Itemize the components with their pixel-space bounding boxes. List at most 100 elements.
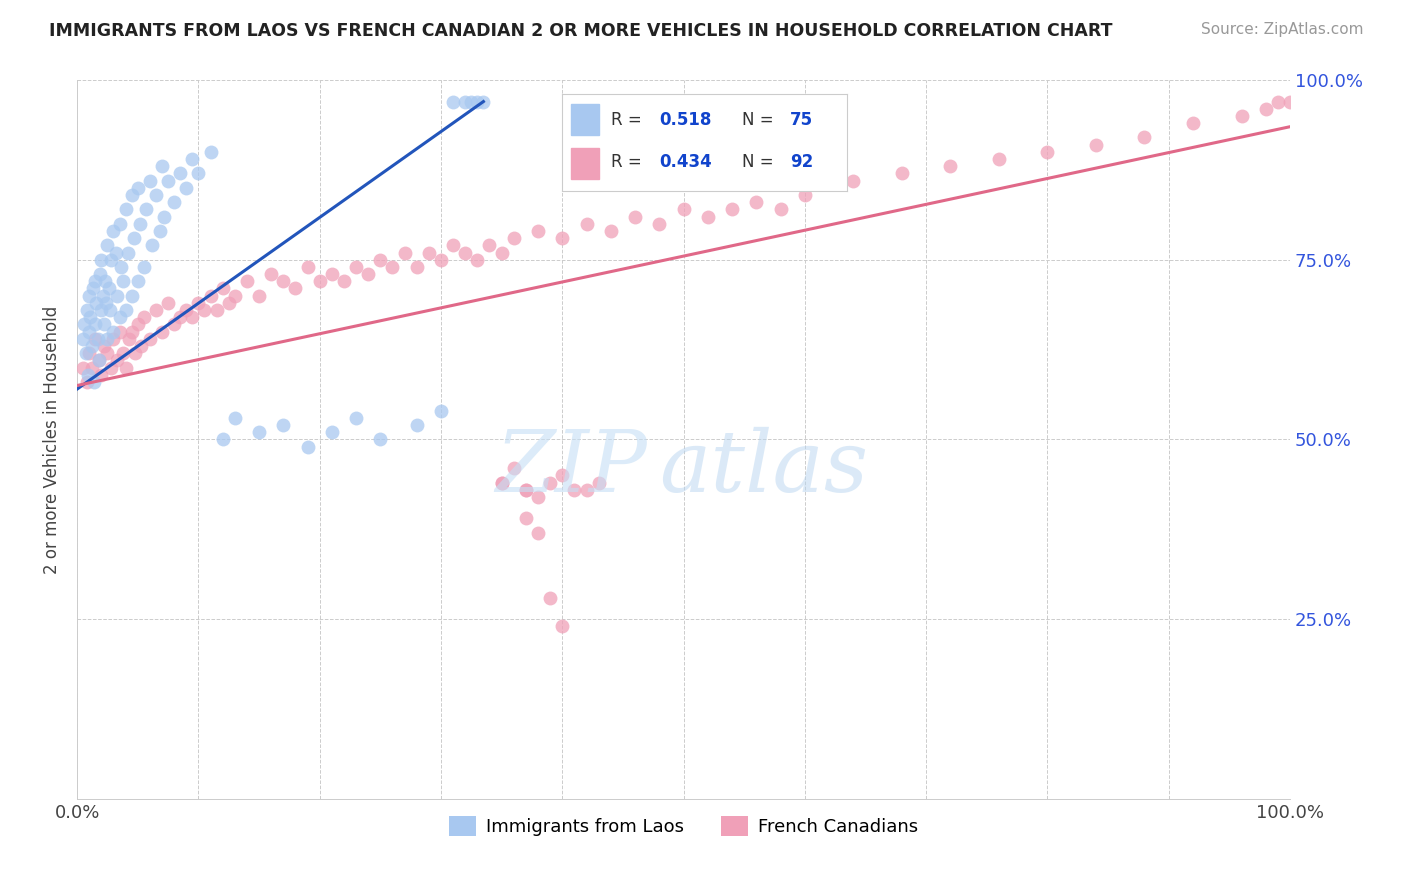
Point (193, 303, 215, 318)
Point (472, 95, 495, 109)
Point (205, 303, 228, 318)
Point (1181, 116, 1204, 130)
Point (467, 252, 489, 267)
Point (93, 339, 115, 353)
Point (381, 260, 404, 274)
Point (121, 188, 143, 202)
Point (321, 425, 343, 440)
Point (696, 210, 718, 224)
Point (127, 318, 149, 332)
Point (148, 224, 170, 238)
Point (564, 483, 586, 497)
Point (96, 295, 118, 310)
Point (588, 475, 610, 490)
Point (114, 202, 136, 217)
Point (132, 260, 155, 274)
Point (939, 159, 962, 173)
Point (90, 368, 112, 382)
Point (98, 303, 121, 318)
Point (842, 173, 865, 187)
Point (127, 181, 149, 195)
Point (150, 159, 173, 173)
Point (86, 295, 108, 310)
Point (118, 332, 141, 346)
Point (551, 619, 574, 633)
Point (218, 295, 240, 310)
Point (648, 217, 671, 231)
Point (72, 332, 94, 346)
Point (105, 288, 128, 302)
Point (141, 238, 163, 252)
Point (441, 238, 464, 252)
Point (538, 475, 561, 490)
Point (247, 288, 270, 302)
Text: ZIP: ZIP (495, 427, 647, 509)
Point (515, 483, 537, 497)
Point (87, 353, 110, 368)
Point (575, 217, 598, 231)
Point (112, 346, 135, 360)
Point (211, 281, 233, 295)
Point (139, 173, 162, 187)
Point (163, 318, 186, 332)
Point (344, 410, 367, 425)
Point (157, 173, 180, 187)
Point (121, 325, 143, 339)
Point (117, 245, 139, 260)
Point (551, 468, 574, 483)
Point (370, 433, 392, 447)
Point (430, 403, 453, 417)
Point (110, 260, 132, 274)
Point (139, 332, 162, 346)
Point (87, 353, 110, 368)
Point (174, 303, 197, 318)
Point (745, 195, 768, 210)
Point (527, 525, 550, 540)
Point (599, 224, 621, 238)
Point (793, 188, 815, 202)
Point (76, 375, 98, 389)
Point (105, 353, 128, 368)
Point (75, 346, 97, 360)
Point (132, 310, 155, 325)
Point (721, 202, 744, 217)
Point (127, 274, 149, 288)
Point (297, 440, 319, 454)
Point (169, 166, 191, 180)
Point (624, 210, 647, 224)
Point (187, 166, 209, 180)
Point (478, 238, 501, 252)
Point (551, 231, 574, 245)
Point (236, 274, 259, 288)
Point (224, 410, 246, 425)
Point (84, 318, 107, 332)
Point (114, 360, 136, 375)
Point (515, 511, 537, 525)
Point (97, 281, 120, 295)
Point (96, 346, 118, 360)
Point (527, 490, 550, 504)
Point (344, 260, 367, 274)
Point (181, 310, 204, 325)
Point (104, 245, 127, 260)
Point (502, 231, 524, 245)
Point (247, 425, 270, 440)
Point (122, 231, 145, 245)
Point (129, 217, 152, 231)
Point (430, 252, 453, 267)
Point (405, 260, 427, 274)
Point (1254, 102, 1277, 116)
Point (672, 202, 695, 217)
Point (80, 339, 103, 353)
Point (200, 288, 222, 302)
Point (96, 332, 118, 346)
Point (181, 152, 204, 166)
Point (890, 166, 912, 180)
Point (90, 303, 112, 318)
Point (150, 325, 173, 339)
Point (260, 267, 283, 281)
Point (77, 325, 100, 339)
Point (491, 245, 513, 260)
Point (145, 188, 167, 202)
Point (89, 267, 111, 281)
